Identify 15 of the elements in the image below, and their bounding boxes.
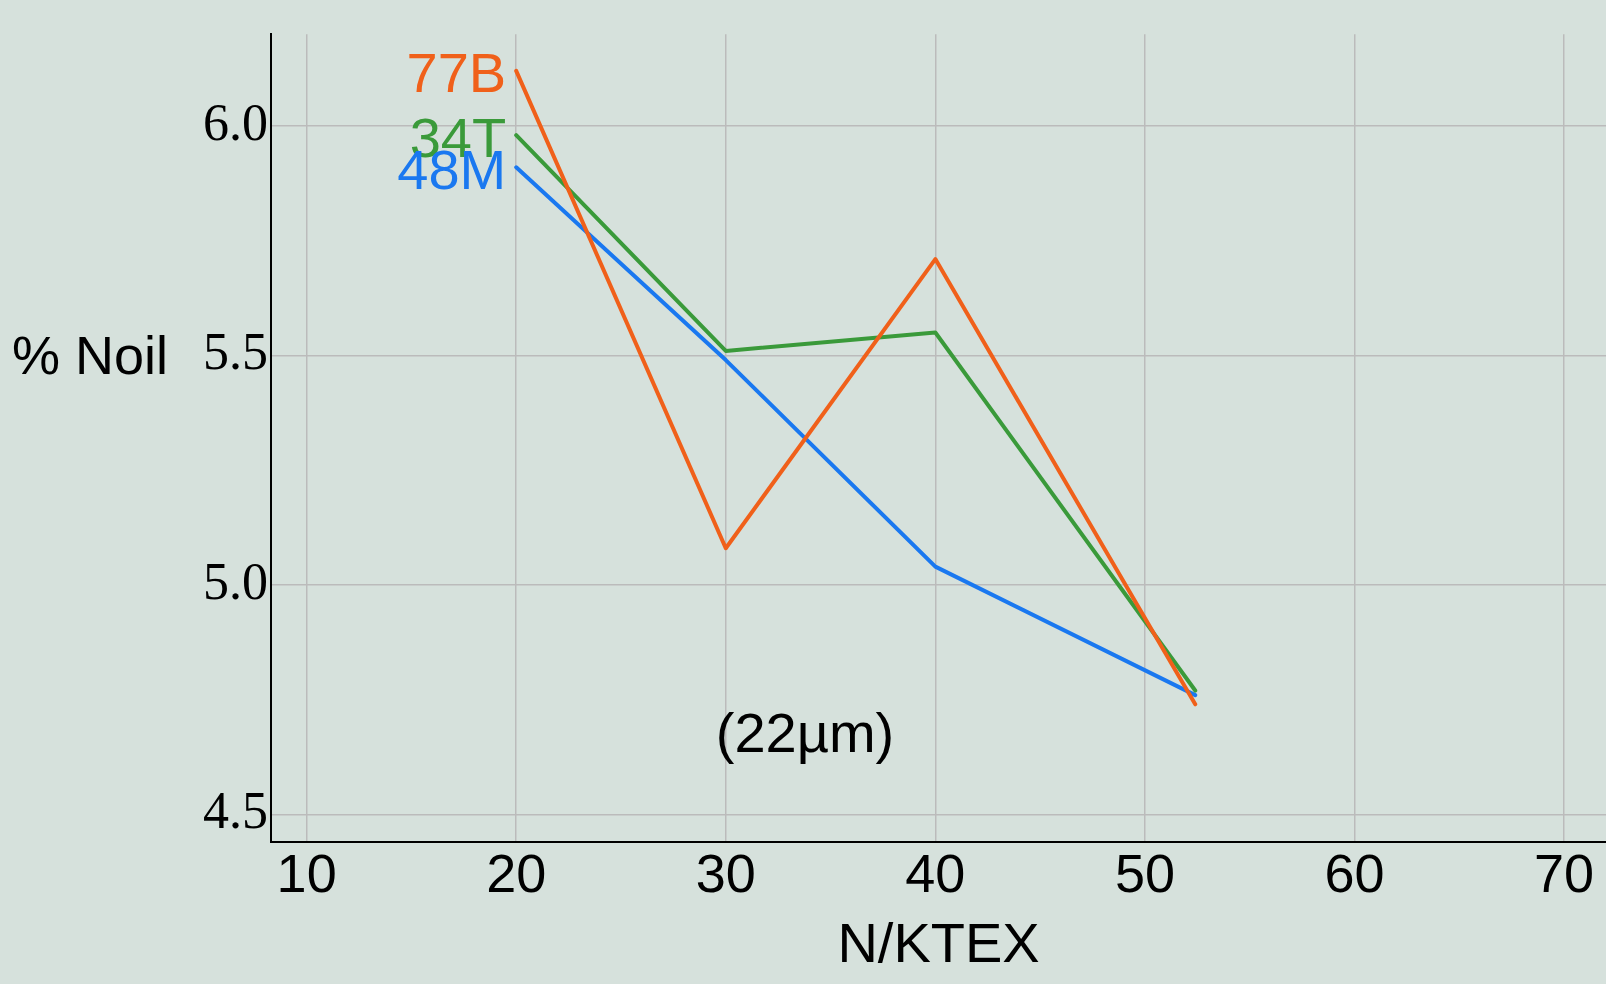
x-tick-label: 30 (695, 843, 756, 904)
x-tick-label: 60 (1324, 843, 1385, 904)
x-tick-label: 70 (1534, 843, 1595, 904)
x-tick-label: 20 (486, 843, 547, 904)
y-tick-label: 6.0 (203, 93, 268, 151)
y-axis-title: % Noil (12, 325, 169, 386)
x-axis-title: N/KTEX (837, 910, 1040, 974)
series-label: 77B (406, 41, 507, 105)
x-tick-label: 40 (905, 843, 966, 904)
y-tick-label: 5.0 (203, 552, 268, 610)
annotation: (22µm) (715, 701, 895, 765)
x-tick-label: 50 (1114, 843, 1175, 904)
y-tick-label: 4.5 (203, 782, 268, 840)
y-tick-label: 5.5 (203, 323, 268, 381)
x-tick-label: 10 (276, 843, 337, 904)
